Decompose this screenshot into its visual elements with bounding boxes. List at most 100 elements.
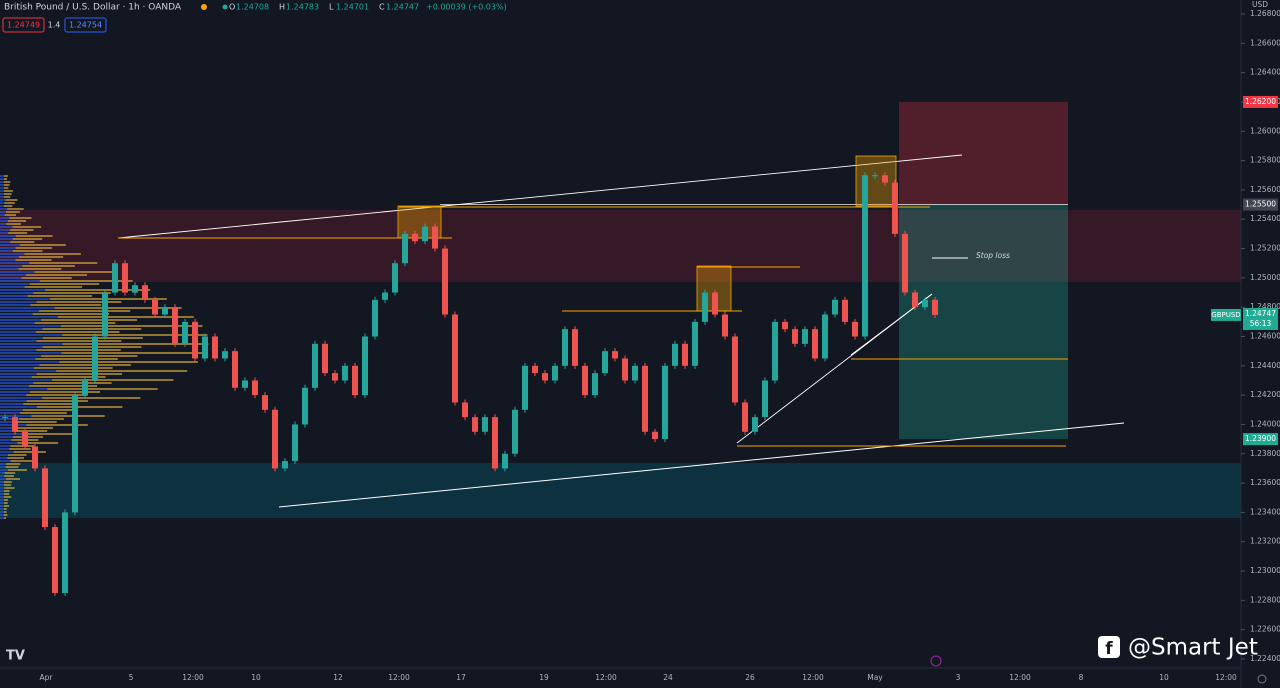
- y-tick-label: 1.23400: [1250, 507, 1280, 516]
- stop-zone: [899, 101, 1068, 205]
- volume-profile: [0, 190, 4, 192]
- last-price-tag: [1243, 307, 1278, 330]
- volume-profile: [26, 424, 88, 426]
- volume-profile: [4, 511, 7, 513]
- candle: [202, 336, 208, 359]
- volume-profile: [0, 409, 23, 411]
- candle: [432, 226, 438, 249]
- candle: [862, 175, 868, 337]
- y-tick-label: 1.23600: [1250, 478, 1280, 487]
- badge-box[interactable]: [2, 17, 45, 33]
- candle: [402, 233, 408, 264]
- volume-profile: [0, 388, 48, 390]
- volume-profile: [4, 481, 12, 483]
- volume-profile: [21, 277, 72, 279]
- volume-profile: [33, 382, 112, 384]
- symbol-title[interactable]: British Pound / U.S. Dollar · 1h · OANDA: [4, 3, 182, 13]
- candle: [342, 365, 348, 381]
- badge[interactable]: 1.4: [48, 21, 61, 30]
- volume-profile: [0, 301, 37, 303]
- candle: [682, 343, 688, 366]
- volume-profile: [0, 244, 20, 246]
- candle: [882, 175, 888, 183]
- volume-profile: [22, 409, 76, 411]
- volume-profile: [4, 187, 9, 189]
- x-tick-label: 24: [663, 673, 673, 682]
- candle: [772, 321, 778, 381]
- settings-icon[interactable]: [1257, 674, 1267, 684]
- ohlc-value: 1.24708: [236, 3, 269, 12]
- candle: [892, 182, 898, 234]
- watermark: @Smart Jet: [1128, 635, 1258, 661]
- volume-profile: [0, 214, 5, 216]
- price-axis[interactable]: [1241, 0, 1280, 688]
- volume-profile: [9, 217, 32, 219]
- candle: [382, 292, 388, 300]
- candle: [722, 314, 728, 337]
- last-price: 1.24747: [1245, 309, 1276, 318]
- volume-profile: [8, 469, 27, 471]
- volume-profile: [0, 472, 5, 474]
- volume-profile: [12, 250, 43, 252]
- candle: [822, 314, 828, 359]
- ohlc-value: 1.24701: [336, 3, 369, 12]
- volume-profile: [4, 190, 13, 192]
- volume-profile: [59, 361, 198, 363]
- candle: [492, 417, 498, 469]
- volume-profile: [0, 466, 6, 468]
- ohlc-key: L: [329, 3, 334, 12]
- event-icon[interactable]: [930, 655, 942, 667]
- candle: [922, 299, 928, 308]
- volume-profile: [27, 295, 93, 297]
- flag-icon[interactable]: [201, 4, 207, 10]
- volume-profile: [0, 196, 4, 198]
- volume-profile: [0, 460, 11, 462]
- badge[interactable]: 1.24749: [7, 21, 40, 30]
- y-tick-label: 1.24200: [1250, 390, 1280, 399]
- volume-profile: [18, 256, 64, 258]
- y-tick-label: 1.24000: [1250, 419, 1280, 428]
- volume-profile: [26, 400, 88, 402]
- volume-profile: [0, 445, 11, 447]
- candle: [32, 446, 38, 469]
- volume-profile: [22, 265, 75, 267]
- candle: [832, 299, 838, 315]
- volume-profile: [6, 223, 22, 225]
- ohlc-value: 1.24747: [386, 3, 419, 12]
- ohlc-key: H: [279, 3, 285, 12]
- volume-profile: [21, 433, 73, 435]
- volume-profile: [24, 253, 81, 255]
- candle: [412, 233, 418, 242]
- volume-profile: [0, 361, 60, 363]
- volume-profile: [0, 364, 40, 366]
- volume-profile: [4, 202, 15, 204]
- badge[interactable]: 1.24754: [69, 21, 102, 30]
- currency-label[interactable]: USD: [1252, 0, 1268, 9]
- candle: [232, 351, 238, 388]
- y-tick-label: 1.26600: [1250, 38, 1280, 47]
- price-tag-label: 1.25500: [1245, 200, 1276, 209]
- volume-profile: [0, 403, 24, 405]
- volume-profile: [0, 511, 4, 513]
- volume-profile: [0, 367, 34, 369]
- volume-profile: [62, 343, 209, 345]
- volume-profile: [0, 235, 16, 237]
- badge-box[interactable]: [64, 17, 107, 33]
- price-tag: [1243, 95, 1278, 108]
- candle: [442, 248, 448, 315]
- volume-profile: [0, 421, 18, 423]
- candle: [852, 321, 858, 337]
- volume-profile: [0, 382, 34, 384]
- volume-profile: [47, 388, 158, 390]
- ohlc-key: C: [379, 3, 385, 12]
- candle: [212, 336, 218, 359]
- candle: [732, 336, 738, 403]
- volume-profile: [42, 397, 141, 399]
- volume-profile: [0, 397, 43, 399]
- volume-profile: [4, 184, 10, 186]
- volume-profile: [9, 448, 31, 450]
- y-tick-label: 1.23200: [1250, 537, 1280, 546]
- candle: [642, 365, 648, 432]
- volume-profile: [0, 178, 4, 180]
- candle: [152, 299, 158, 315]
